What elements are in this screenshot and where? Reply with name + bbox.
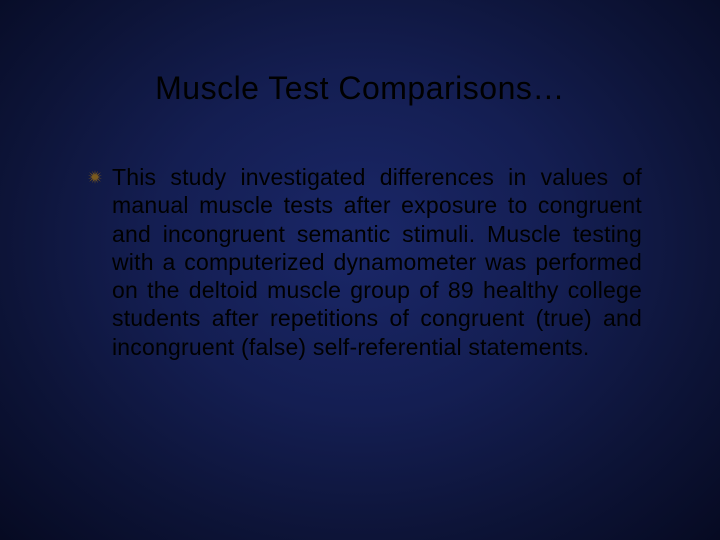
slide-body-text: This study investigated differences in v…: [112, 163, 642, 361]
body-block: This study investigated differences in v…: [60, 163, 660, 361]
slide-title: Muscle Test Comparisons…: [60, 70, 660, 107]
starburst-icon: [88, 170, 102, 184]
slide: Muscle Test Comparisons… This study inve…: [0, 0, 720, 540]
